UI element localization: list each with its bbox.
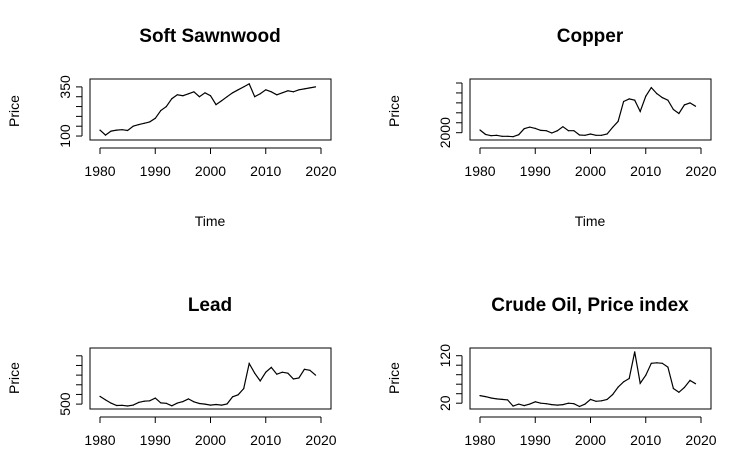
- series-marks: 1980 1990 2000 2010 2020 500: [57, 355, 337, 448]
- series-line: [99, 361, 316, 407]
- panel-title: Lead: [188, 295, 232, 316]
- panel-soft-sawnwood: Soft Sawnwood Price Time 1980 1990 2000 201…: [6, 26, 337, 229]
- y-tick-label: 100: [57, 124, 73, 148]
- x-tick-label: 2010: [630, 163, 661, 179]
- series-line: [479, 86, 696, 138]
- panel-crude-oil: Crude Oil, Price index Price 1980 1990 200…: [386, 295, 717, 448]
- x-tick-label: 2000: [575, 432, 606, 448]
- x-axis-label: Time: [575, 213, 606, 229]
- plot-box: [469, 78, 712, 141]
- y-tick-label: 120: [437, 344, 453, 368]
- series-marks: 1980 1990 2000 2010 2020 100 350: [57, 75, 337, 179]
- x-tick-label: 1980: [464, 163, 495, 179]
- x-tick-label: 1980: [464, 432, 495, 448]
- x-tick-label: 1990: [520, 163, 551, 179]
- series-line: [479, 351, 696, 408]
- x-tick-label: 2000: [195, 432, 226, 448]
- panel-title: Crude Oil, Price index: [491, 295, 689, 316]
- panel-title: Copper: [557, 26, 624, 47]
- panel-lead: Lead Price 1980 1990 2000 2010 2020 500: [6, 295, 337, 448]
- x-tick-label: 2010: [630, 432, 661, 448]
- x-tick-label: 1980: [84, 163, 115, 179]
- y-axis-label: Price: [386, 362, 402, 394]
- x-tick-label: 2010: [250, 432, 281, 448]
- series-line: [99, 83, 316, 136]
- x-tick-label: 2020: [685, 163, 716, 179]
- y-tick-label: 500: [57, 392, 73, 416]
- x-tick-label: 1990: [140, 163, 171, 179]
- panel-title: Soft Sawnwood: [139, 26, 280, 47]
- x-tick-label: 2020: [305, 432, 336, 448]
- y-axis-label: Price: [6, 362, 22, 394]
- x-tick-label: 2000: [195, 163, 226, 179]
- y-axis-label: Price: [6, 95, 22, 127]
- x-axis-label: Time: [195, 213, 226, 229]
- y-tick-label: 350: [57, 75, 73, 99]
- y-axis-label: Price: [386, 95, 402, 127]
- x-tick-label: 1990: [140, 432, 171, 448]
- panel-copper: Copper Price Time 1980 1990 2000 2010 2020 20…: [386, 26, 717, 229]
- x-tick-label: 1990: [520, 432, 551, 448]
- plot-box: [89, 78, 332, 141]
- plot-box: [89, 347, 332, 410]
- x-tick-label: 2020: [305, 163, 336, 179]
- y-tick-label: 2000: [437, 117, 453, 148]
- y-tick-label: 20: [437, 395, 453, 411]
- series-marks: 1980 1990 2000 2010 2020 2000: [437, 82, 717, 179]
- x-tick-label: 2000: [575, 163, 606, 179]
- x-tick-label: 2010: [250, 163, 281, 179]
- x-tick-label: 1980: [84, 432, 115, 448]
- plot-box: [469, 347, 712, 410]
- x-tick-label: 2020: [685, 432, 716, 448]
